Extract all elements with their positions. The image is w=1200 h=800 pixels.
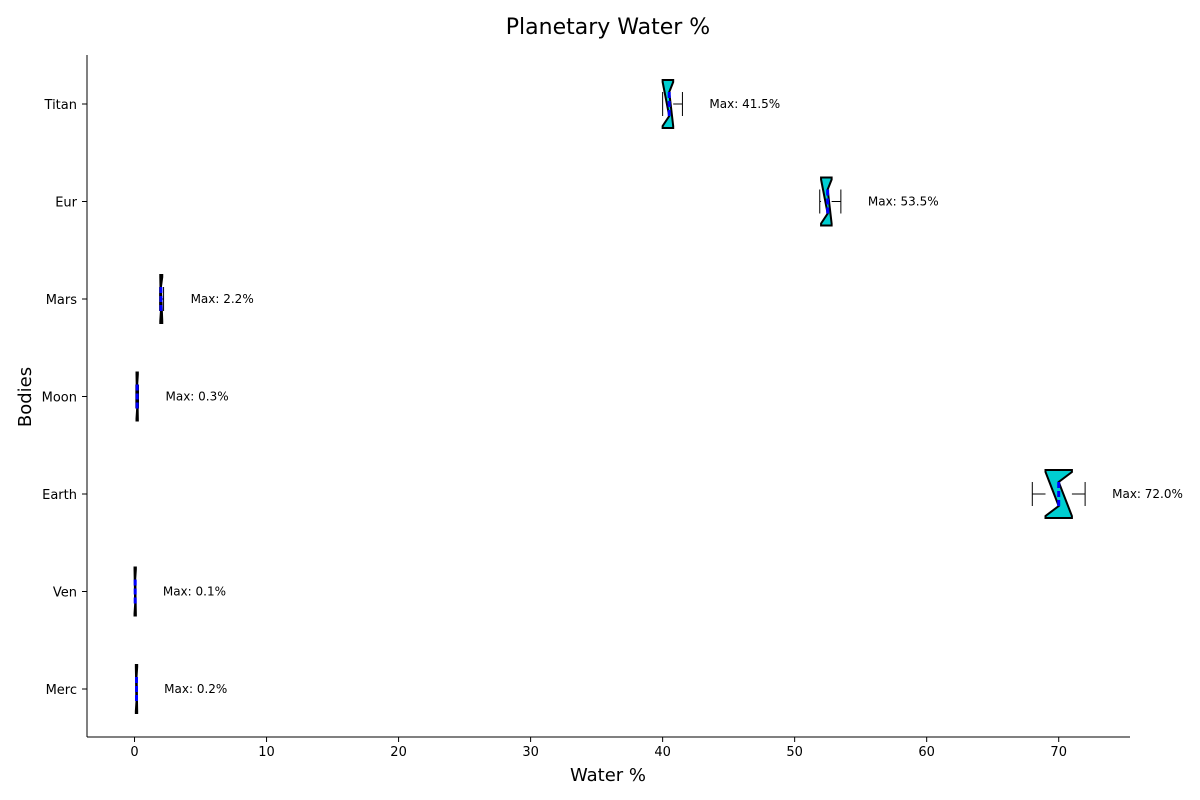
- y-tick-label: Eur: [55, 196, 77, 211]
- max-annotation: Max: 2.2%: [191, 292, 254, 306]
- max-annotation: Max: 41.5%: [709, 97, 780, 111]
- x-tick-label: 70: [1050, 745, 1067, 760]
- x-tick-label: 0: [130, 745, 138, 760]
- y-tick-label: Moon: [42, 391, 77, 406]
- plot-area: Max: 0.2% Max: 0.1% Max: 72.0% Max: 0.3% Max…: [133, 79, 1183, 714]
- y-tick-label: Mars: [46, 293, 78, 308]
- max-annotation: Max: 53.5%: [868, 195, 939, 209]
- max-annotation: Max: 0.3%: [165, 390, 228, 404]
- x-tick-label: 50: [786, 745, 803, 760]
- y-tick-label: Titan: [44, 98, 77, 113]
- chart-title: Planetary Water %: [506, 15, 710, 40]
- box-earth: Max: 72.0%: [1031, 469, 1183, 519]
- box-titan: Max: 41.5%: [661, 79, 780, 129]
- x-tick-label: 30: [522, 745, 539, 760]
- box-mars: Max: 2.2%: [159, 274, 254, 324]
- y-tick-label: Earth: [42, 488, 77, 503]
- box-moon: Max: 0.3%: [135, 371, 229, 422]
- x-axis-label: Water %: [570, 765, 646, 786]
- x-ticks: 0 10 20 30 40 50 60 70: [130, 737, 1067, 760]
- box-merc: Max: 0.2%: [134, 664, 227, 714]
- box-ven: Max: 0.1%: [133, 566, 226, 617]
- x-tick-label: 60: [918, 745, 935, 760]
- y-tick-label: Merc: [46, 683, 77, 698]
- x-tick-label: 40: [654, 745, 671, 760]
- y-axis-label: Bodies: [15, 367, 36, 427]
- max-annotation: Max: 72.0%: [1112, 487, 1183, 501]
- x-tick-label: 10: [258, 745, 275, 760]
- max-annotation: Max: 0.2%: [164, 682, 227, 696]
- y-ticks: Merc Ven Earth Moon Mars Eur Titan: [42, 98, 87, 698]
- box-eur: Max: 53.5%: [819, 176, 939, 227]
- y-tick-label: Ven: [53, 586, 77, 601]
- max-annotation: Max: 0.1%: [163, 585, 226, 599]
- x-tick-label: 20: [390, 745, 407, 760]
